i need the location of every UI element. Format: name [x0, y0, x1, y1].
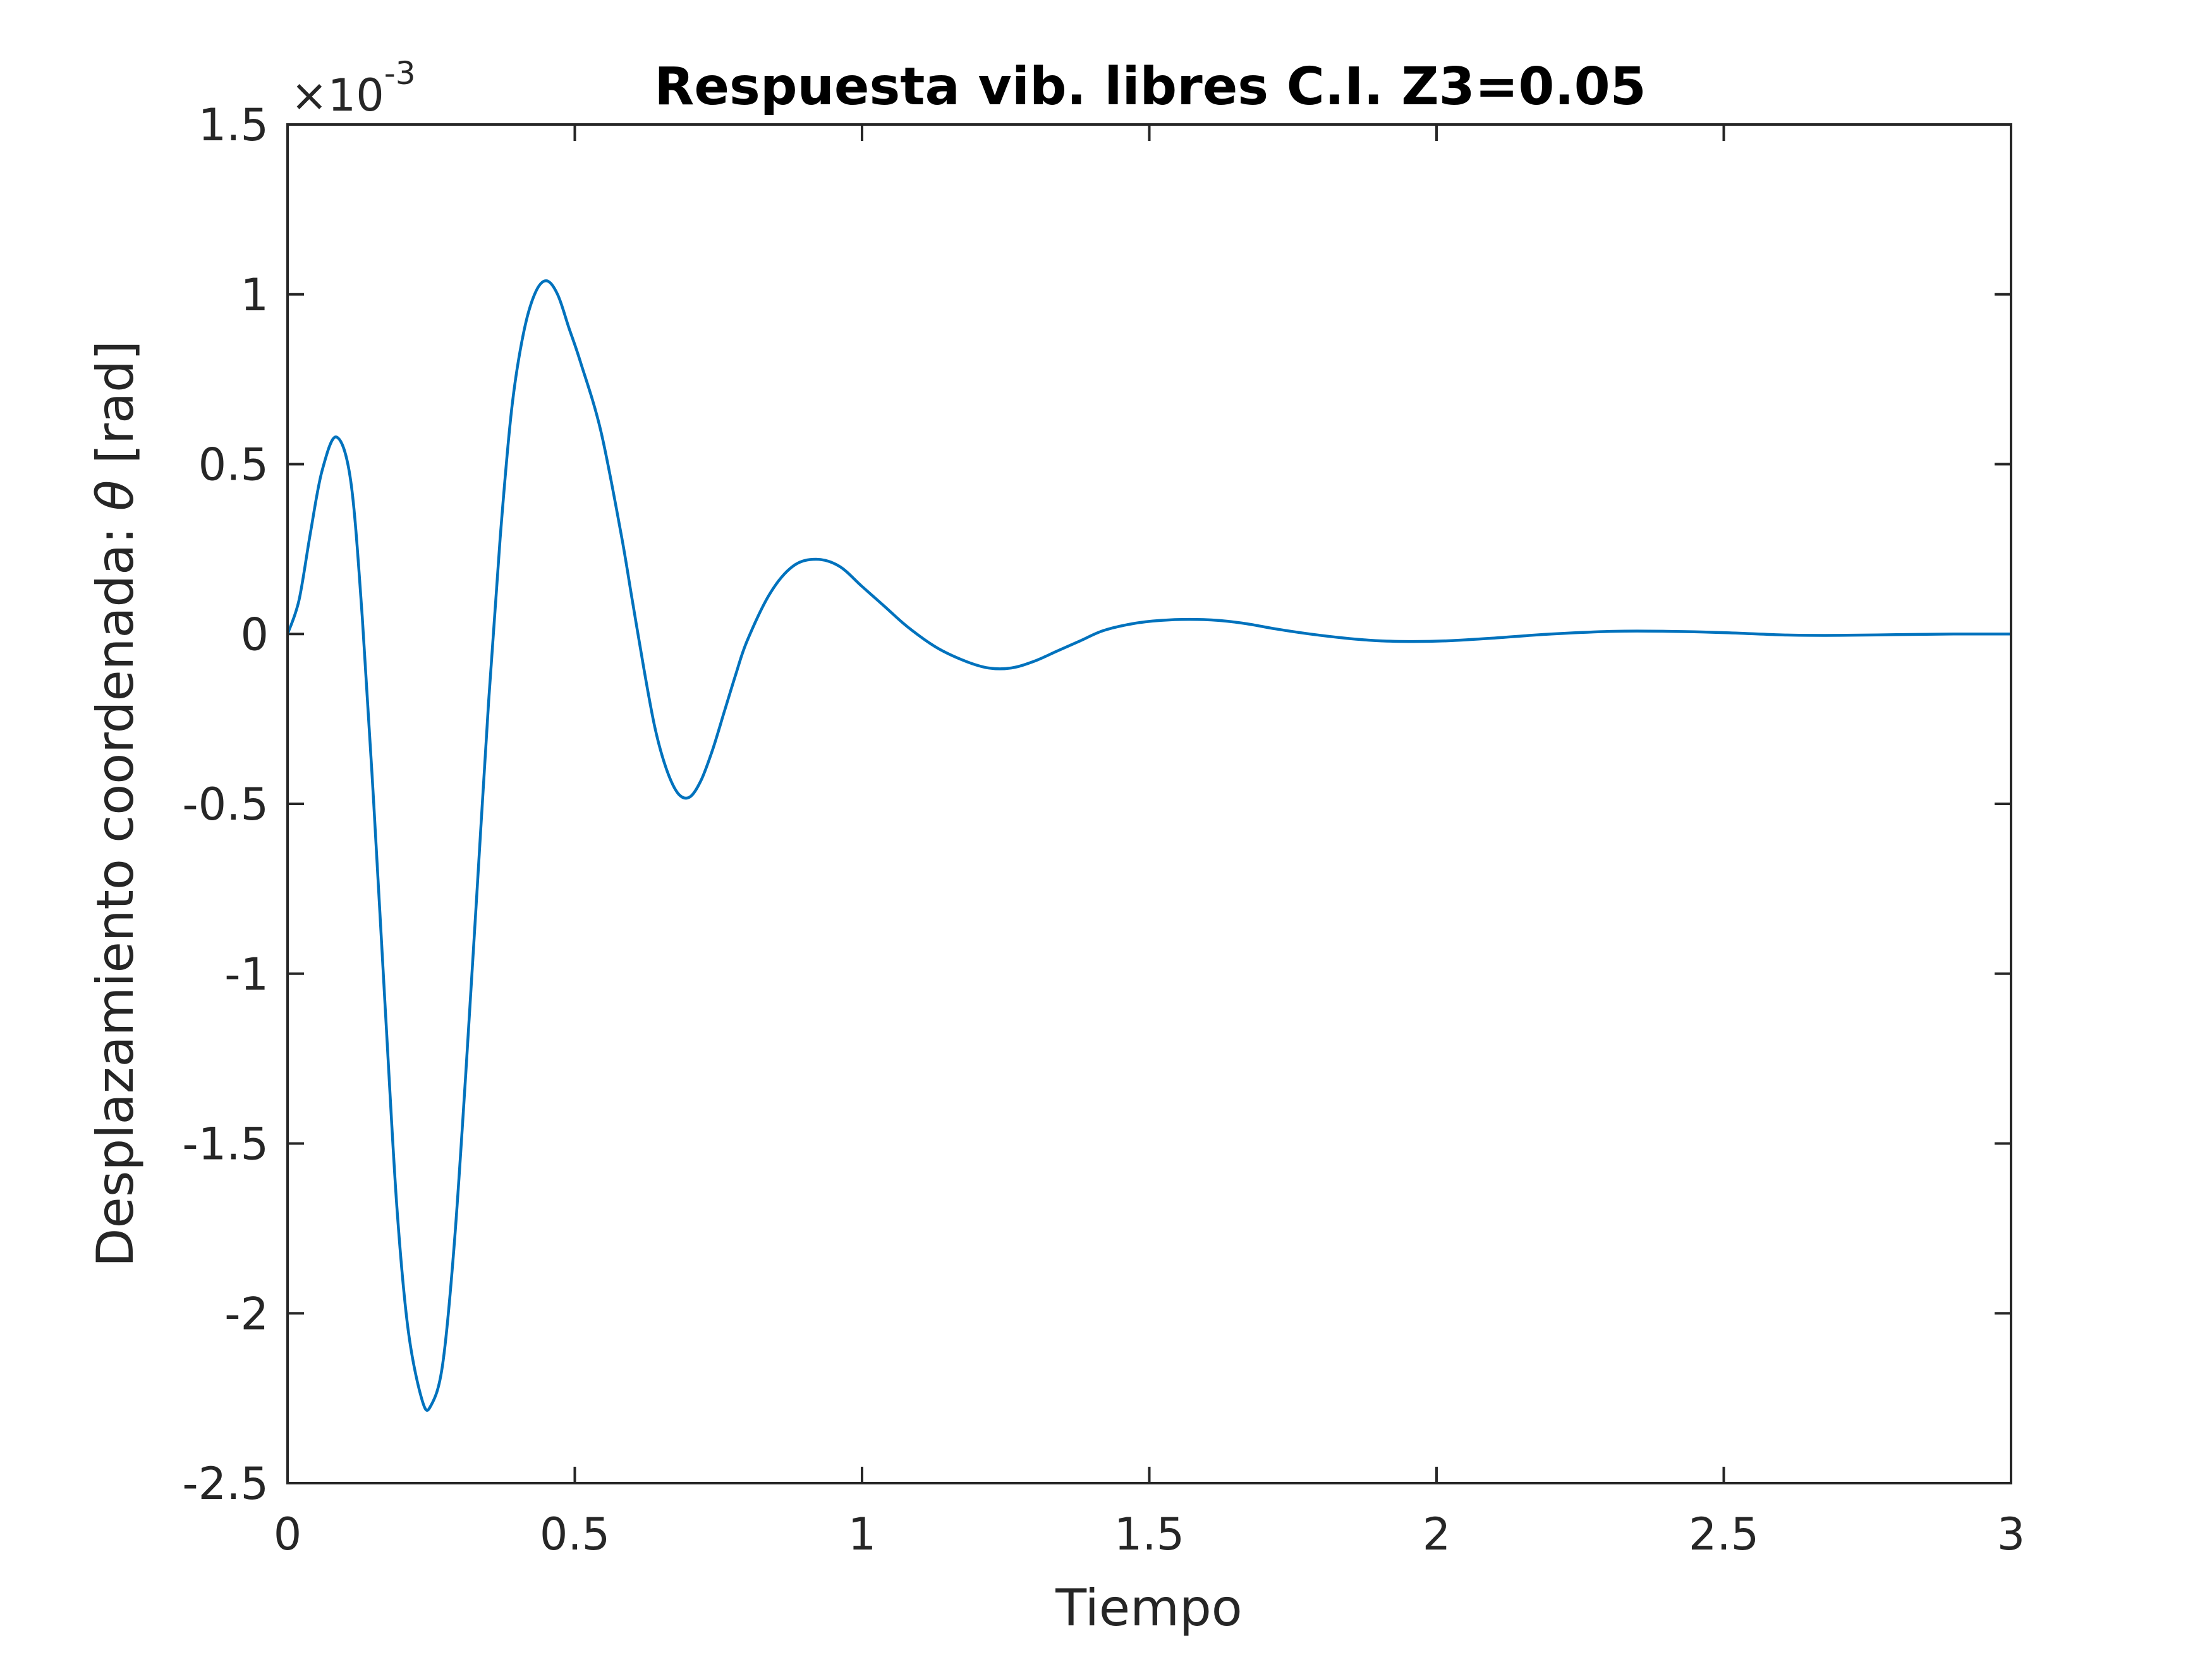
y-exponent-multiplier: ×10-3	[291, 55, 416, 121]
y-exponent-base: ×10	[291, 70, 384, 121]
axes-box	[286, 123, 2012, 1484]
x-tick-label: 1.5	[1114, 1508, 1184, 1560]
y-tick-label: -2	[224, 1288, 269, 1340]
y-tick-label: -0.5	[182, 779, 269, 830]
x-axis-label: Tiempo	[1055, 1579, 1243, 1637]
y-tick-label: 0.5	[198, 439, 269, 491]
x-tick-label: 0.5	[540, 1508, 610, 1560]
y-axis-label-text: Desplazamiento coordenada:	[86, 511, 145, 1267]
x-tick-label: 3	[1997, 1508, 2026, 1560]
y-tick-label: -1	[224, 949, 269, 1000]
series-line	[286, 279, 2012, 1412]
y-exponent-power: -3	[384, 55, 416, 92]
plot-area	[288, 124, 2011, 1483]
y-tick-label: -2.5	[182, 1458, 269, 1510]
x-ticks: 0 0.5 1 1.5 2 2.5 3	[274, 124, 2026, 1560]
y-tick-label: 0	[240, 609, 269, 660]
y-axis-label: Desplazamiento coordenada: θ [rad]	[86, 341, 145, 1267]
y-tick-label: -1.5	[182, 1119, 269, 1170]
y-tick-label: 1.5	[198, 99, 269, 151]
series-layer	[286, 279, 2012, 1412]
y-axis-label-unit: [rad]	[86, 341, 145, 480]
x-tick-label: 2.5	[1689, 1508, 1759, 1560]
chart-title: Respuesta vib. libres C.I. Z3=0.05	[654, 57, 1646, 117]
x-tick-label: 2	[1423, 1508, 1451, 1560]
y-ticks: 1.5 1 0.5 0 -0.5 -1 -1.5 -2 -2.5	[182, 99, 2011, 1510]
y-axis-label-symbol: θ	[86, 480, 145, 511]
y-tick-label: 1	[240, 269, 269, 321]
x-tick-label: 1	[848, 1508, 877, 1560]
x-tick-label: 0	[274, 1508, 302, 1560]
